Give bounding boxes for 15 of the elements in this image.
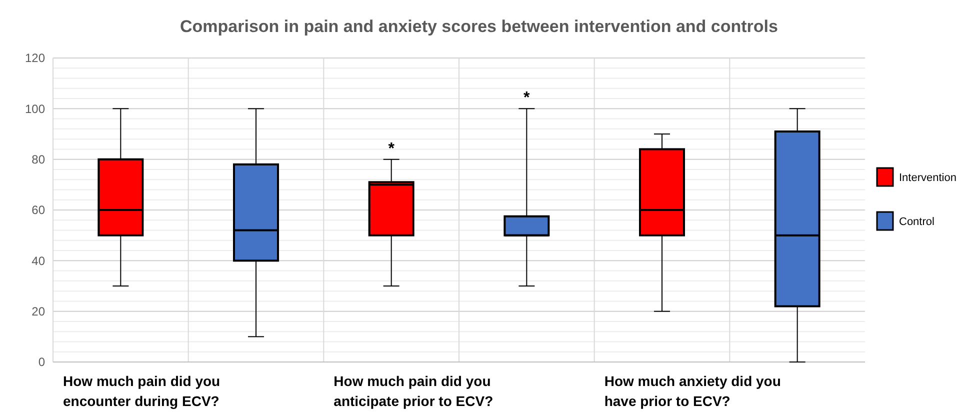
y-tick-label: 20 [32,304,46,319]
legend-label: Control [899,216,934,228]
x-tick-label: How much pain did you anticipate prior to ECV? [334,373,494,409]
annotation: * [388,140,396,158]
x-tick-label: How much anxiety did you have prior to ECV? [604,373,781,409]
legend-label: Intervention [899,172,956,184]
y-tick-label: 0 [38,355,46,370]
y-tick-label: 100 [24,102,46,116]
y-tick-label: 120 [24,51,46,66]
annotation: * [524,90,531,107]
x-tick-label: How much pain did you encounter during ECV? [63,373,220,409]
y-tick-label: 80 [32,152,46,167]
y-tick-label: 40 [32,254,46,268]
y-tick-label: 60 [32,203,46,218]
chart-title: Comparison in pain and anxiety scores between intervention and controls [180,17,778,36]
